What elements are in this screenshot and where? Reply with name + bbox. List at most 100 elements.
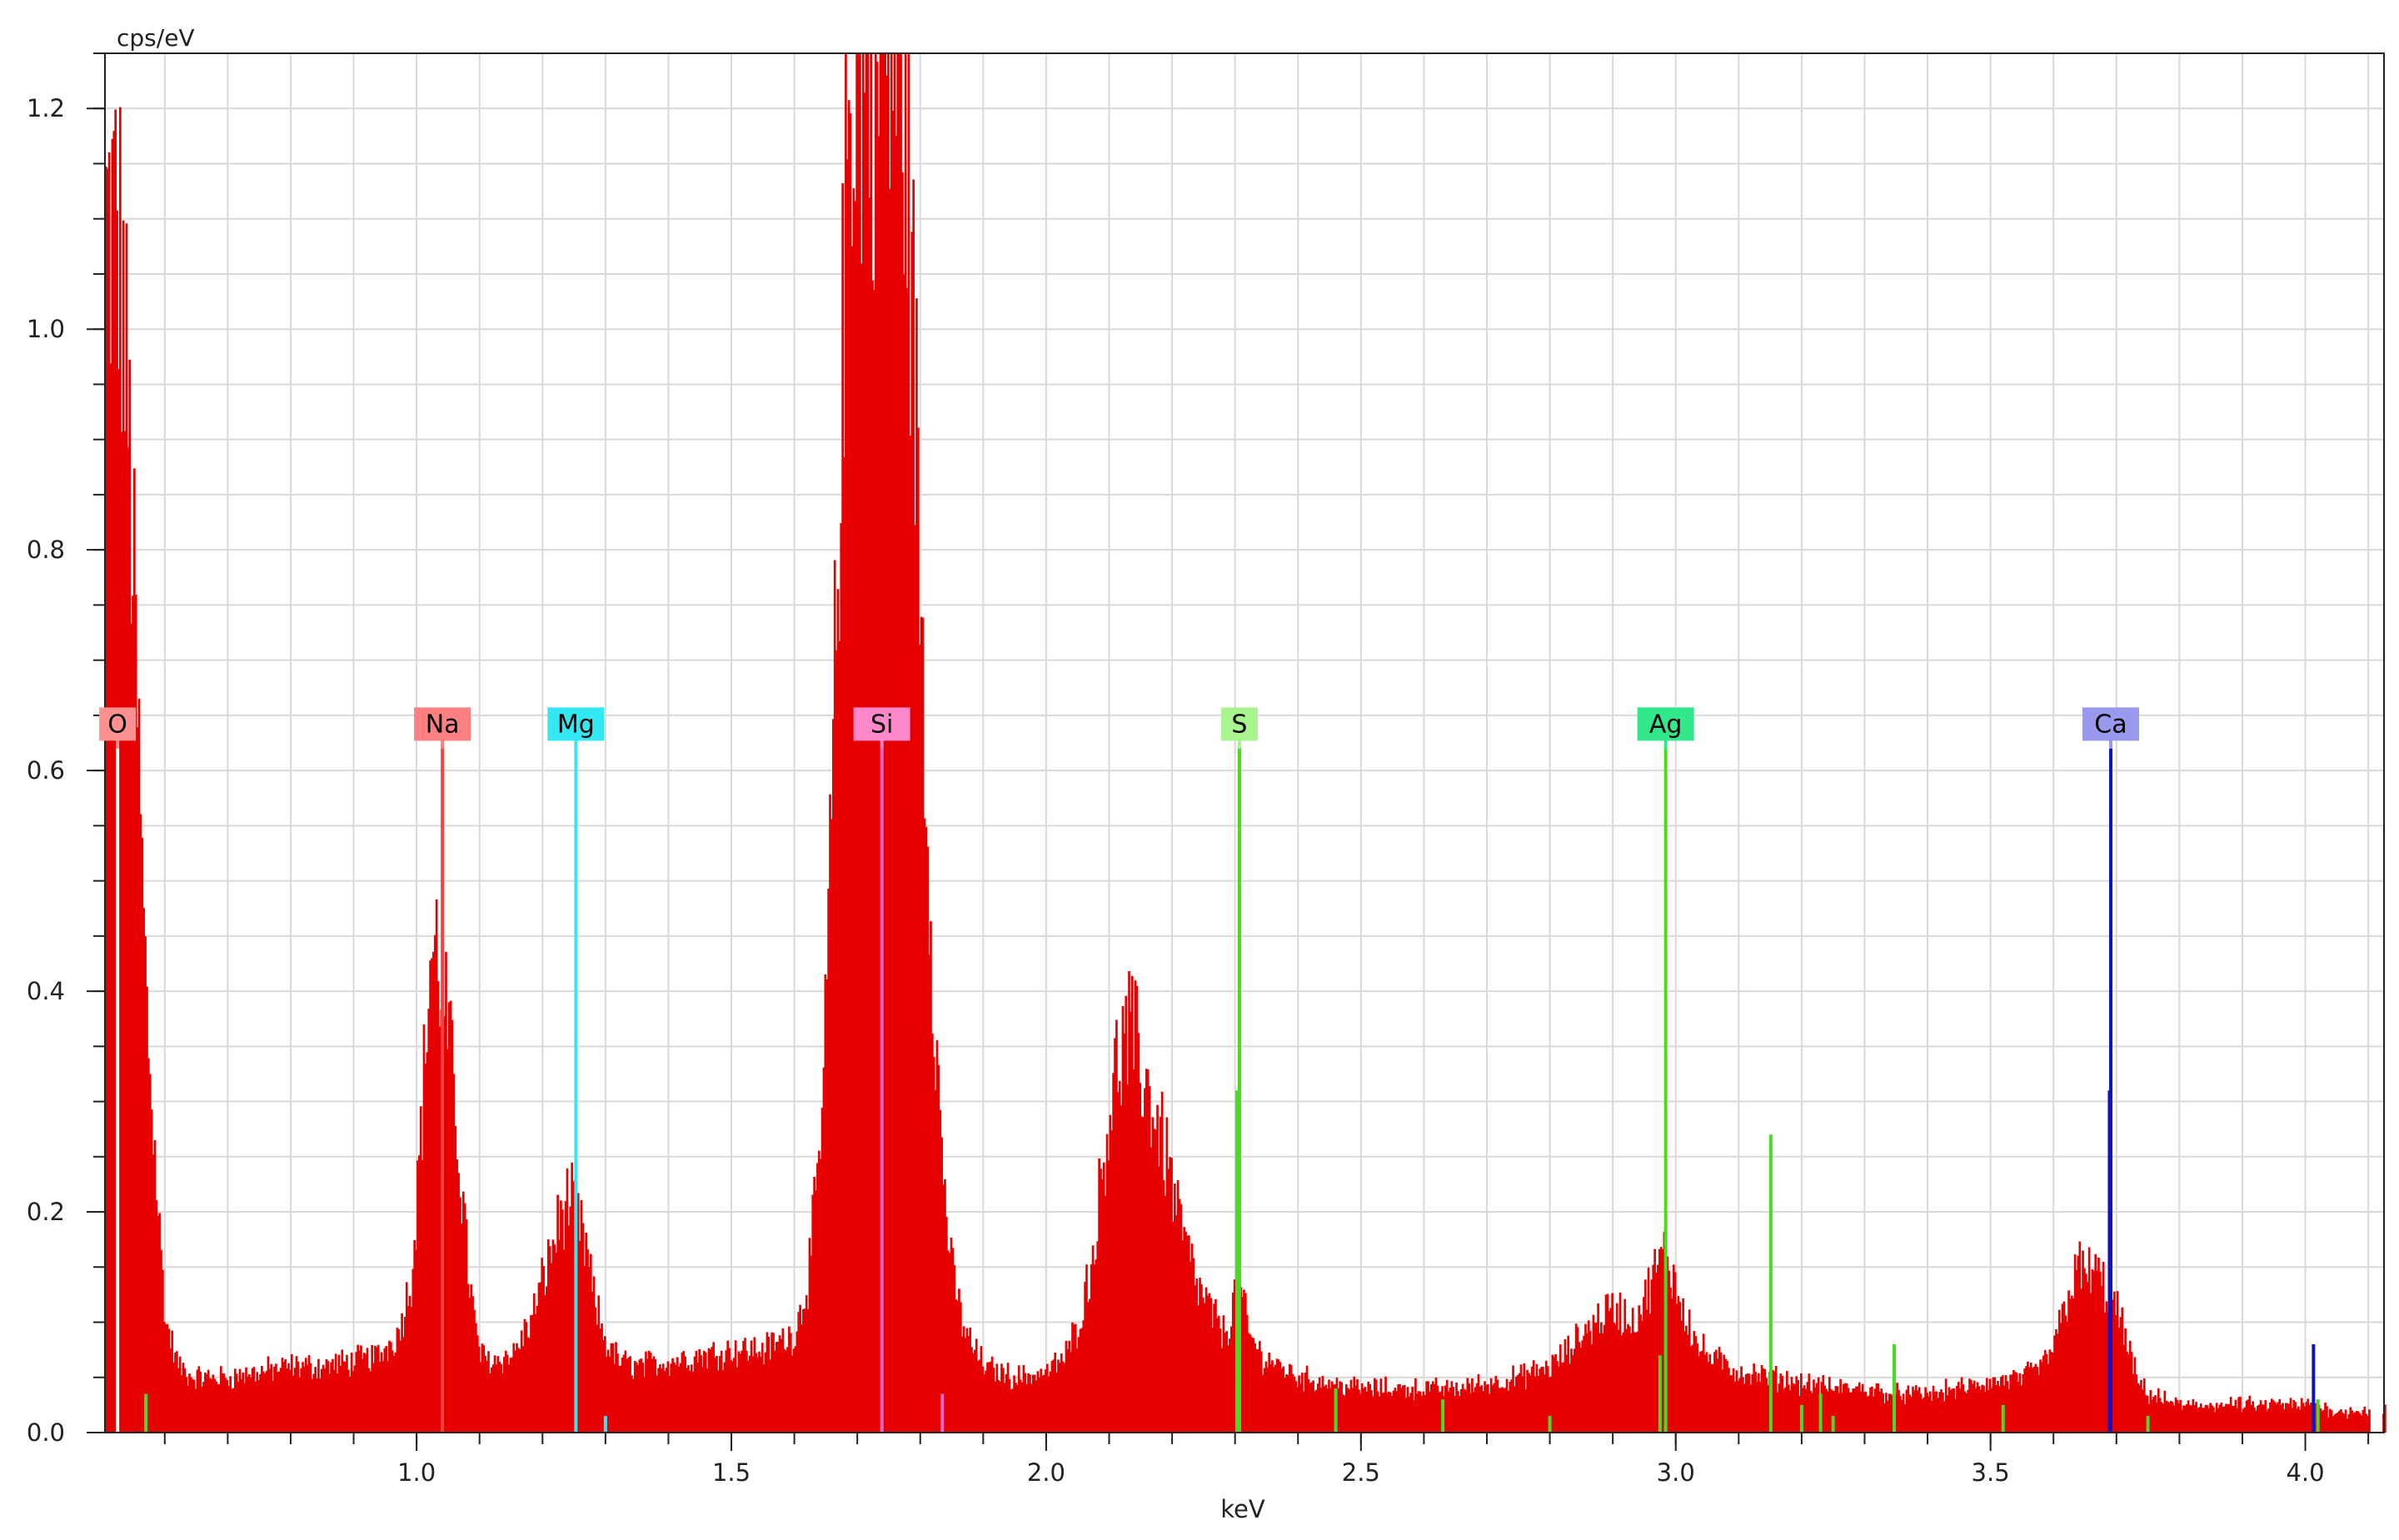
spectrum-bar <box>946 1250 950 1433</box>
spectrum-bar <box>1859 1391 1863 1433</box>
spectrum-bar <box>2296 1408 2298 1433</box>
spectrum-bar <box>1145 1069 1148 1433</box>
spectrum-bar <box>668 1375 671 1433</box>
spectrum-bar <box>1548 1377 1551 1433</box>
spectrum-bar <box>1957 1382 1960 1433</box>
spectrum-bar <box>1963 1391 1967 1433</box>
reference-lines <box>116 748 2320 1433</box>
spectrum-bar <box>1855 1386 1858 1433</box>
spectrum-bar <box>1176 1180 1180 1433</box>
spectrum-bar <box>2025 1366 2027 1433</box>
spectrum-bar <box>544 1294 546 1433</box>
spectrum-bar <box>2157 1388 2160 1433</box>
spectrum-bar <box>845 53 847 1433</box>
spectrum-bar <box>2341 1413 2344 1433</box>
spectrum-bar <box>2252 1401 2254 1433</box>
spectrum-bar <box>166 1323 169 1433</box>
spectrum-bar <box>1275 1358 1279 1433</box>
element-marker-o: O <box>99 707 137 749</box>
spectrum-bar <box>2264 1399 2267 1433</box>
spectrum-bar <box>1399 1383 1401 1433</box>
spectrum-bar <box>342 1361 346 1433</box>
spectrum-bar <box>696 1362 700 1433</box>
spectrum-bar <box>2257 1404 2261 1433</box>
spectrum-bar <box>1839 1378 1842 1433</box>
spectrum-bar <box>1312 1380 1314 1433</box>
spectrum-bar <box>1125 995 1128 1433</box>
spectrum-bar <box>599 1328 601 1433</box>
spectrum-bar <box>1387 1391 1390 1433</box>
spectrum-bar <box>1128 971 1130 1433</box>
spectrum-bar <box>1853 1388 1856 1433</box>
element-label: S <box>1231 710 1247 739</box>
spectrum-bar <box>1534 1376 1537 1433</box>
spectrum-bar <box>1735 1370 1738 1433</box>
spectrum-bar <box>836 589 840 1433</box>
spectrum-bar <box>714 1357 716 1433</box>
spectrum-bar <box>262 1371 265 1433</box>
spectrum-bar <box>219 1366 222 1433</box>
spectrum-bar <box>1767 1384 1770 1433</box>
spectrum-bar <box>2241 1412 2243 1433</box>
spectrum-bar <box>157 1215 160 1433</box>
spectrum-bar <box>1811 1393 1813 1433</box>
spectrum-bar <box>2099 1271 2102 1433</box>
spectrum-bar <box>1919 1393 1923 1433</box>
spectrum-bar <box>1956 1386 1958 1433</box>
spectrum-bar <box>1960 1377 1963 1433</box>
spectrum-bar <box>445 951 447 1433</box>
spectrum-bar <box>956 1301 959 1433</box>
spectrum-bar <box>2086 1282 2089 1433</box>
spectrum-bar <box>1712 1363 1714 1433</box>
spectrum-bar <box>2236 1408 2239 1433</box>
spectrum-bar <box>196 1369 199 1433</box>
spectrum-bar <box>1625 1328 1628 1433</box>
spectrum-bar <box>1639 1314 1642 1433</box>
spectrum-bar <box>2055 1328 2057 1433</box>
spectrum-bar <box>732 1358 736 1433</box>
spectrum-bar <box>1509 1382 1512 1433</box>
spectrum-bar <box>591 1291 594 1433</box>
spectrum-bar <box>1981 1384 1983 1433</box>
spectrum-bar <box>918 645 921 1433</box>
spectrum-bar <box>820 1107 824 1433</box>
spectrum-bar <box>1173 1183 1176 1433</box>
spectrum-bar <box>934 1089 937 1433</box>
spectrum-bar <box>1553 1357 1556 1433</box>
spectrum-bar <box>1673 1272 1677 1433</box>
spectrum-bar <box>1863 1392 1866 1433</box>
spectrum-bar <box>1105 1134 1109 1433</box>
spectrum-bar <box>769 1359 772 1433</box>
spectrum-bar <box>2223 1406 2226 1433</box>
spectrum-bar <box>1569 1363 1571 1433</box>
spectrum-bar <box>689 1370 691 1433</box>
spectrum-bar <box>748 1355 751 1433</box>
spectrum-bar <box>847 100 850 1433</box>
spectrum-bar <box>1995 1384 1998 1433</box>
spectrum-bar <box>293 1368 297 1433</box>
spectrum-bar <box>1383 1392 1385 1433</box>
spectrum-bar <box>789 1333 792 1433</box>
spectrum-bar <box>857 53 860 1433</box>
spectrum-bar <box>854 201 857 1433</box>
spectrum-bar <box>937 1064 940 1433</box>
spectrum-bar <box>1744 1373 1748 1433</box>
spectrum-bar <box>2275 1403 2278 1433</box>
spectrum-bar <box>1066 1348 1070 1433</box>
spectrum-bar <box>1871 1386 1873 1433</box>
spectrum-bar <box>192 1379 196 1433</box>
spectrum-bar <box>802 1308 805 1433</box>
spectrum-bar <box>443 1015 446 1433</box>
spectrum-bar <box>2048 1349 2052 1433</box>
spectrum-bar <box>2047 1363 2050 1433</box>
spectrum-bar <box>1940 1388 1943 1433</box>
spectrum-bar <box>1645 1309 1648 1433</box>
spectrum-bar <box>2091 1268 2094 1433</box>
spectrum-bar <box>1326 1388 1329 1433</box>
spectrum-bar <box>1785 1371 1788 1433</box>
spectrum-bar <box>509 1358 512 1433</box>
spectrum-bar <box>1019 1379 1022 1433</box>
spectrum-bar <box>322 1364 325 1433</box>
spectrum-bar <box>1784 1387 1787 1433</box>
spectrum-bar <box>2092 1270 2096 1433</box>
